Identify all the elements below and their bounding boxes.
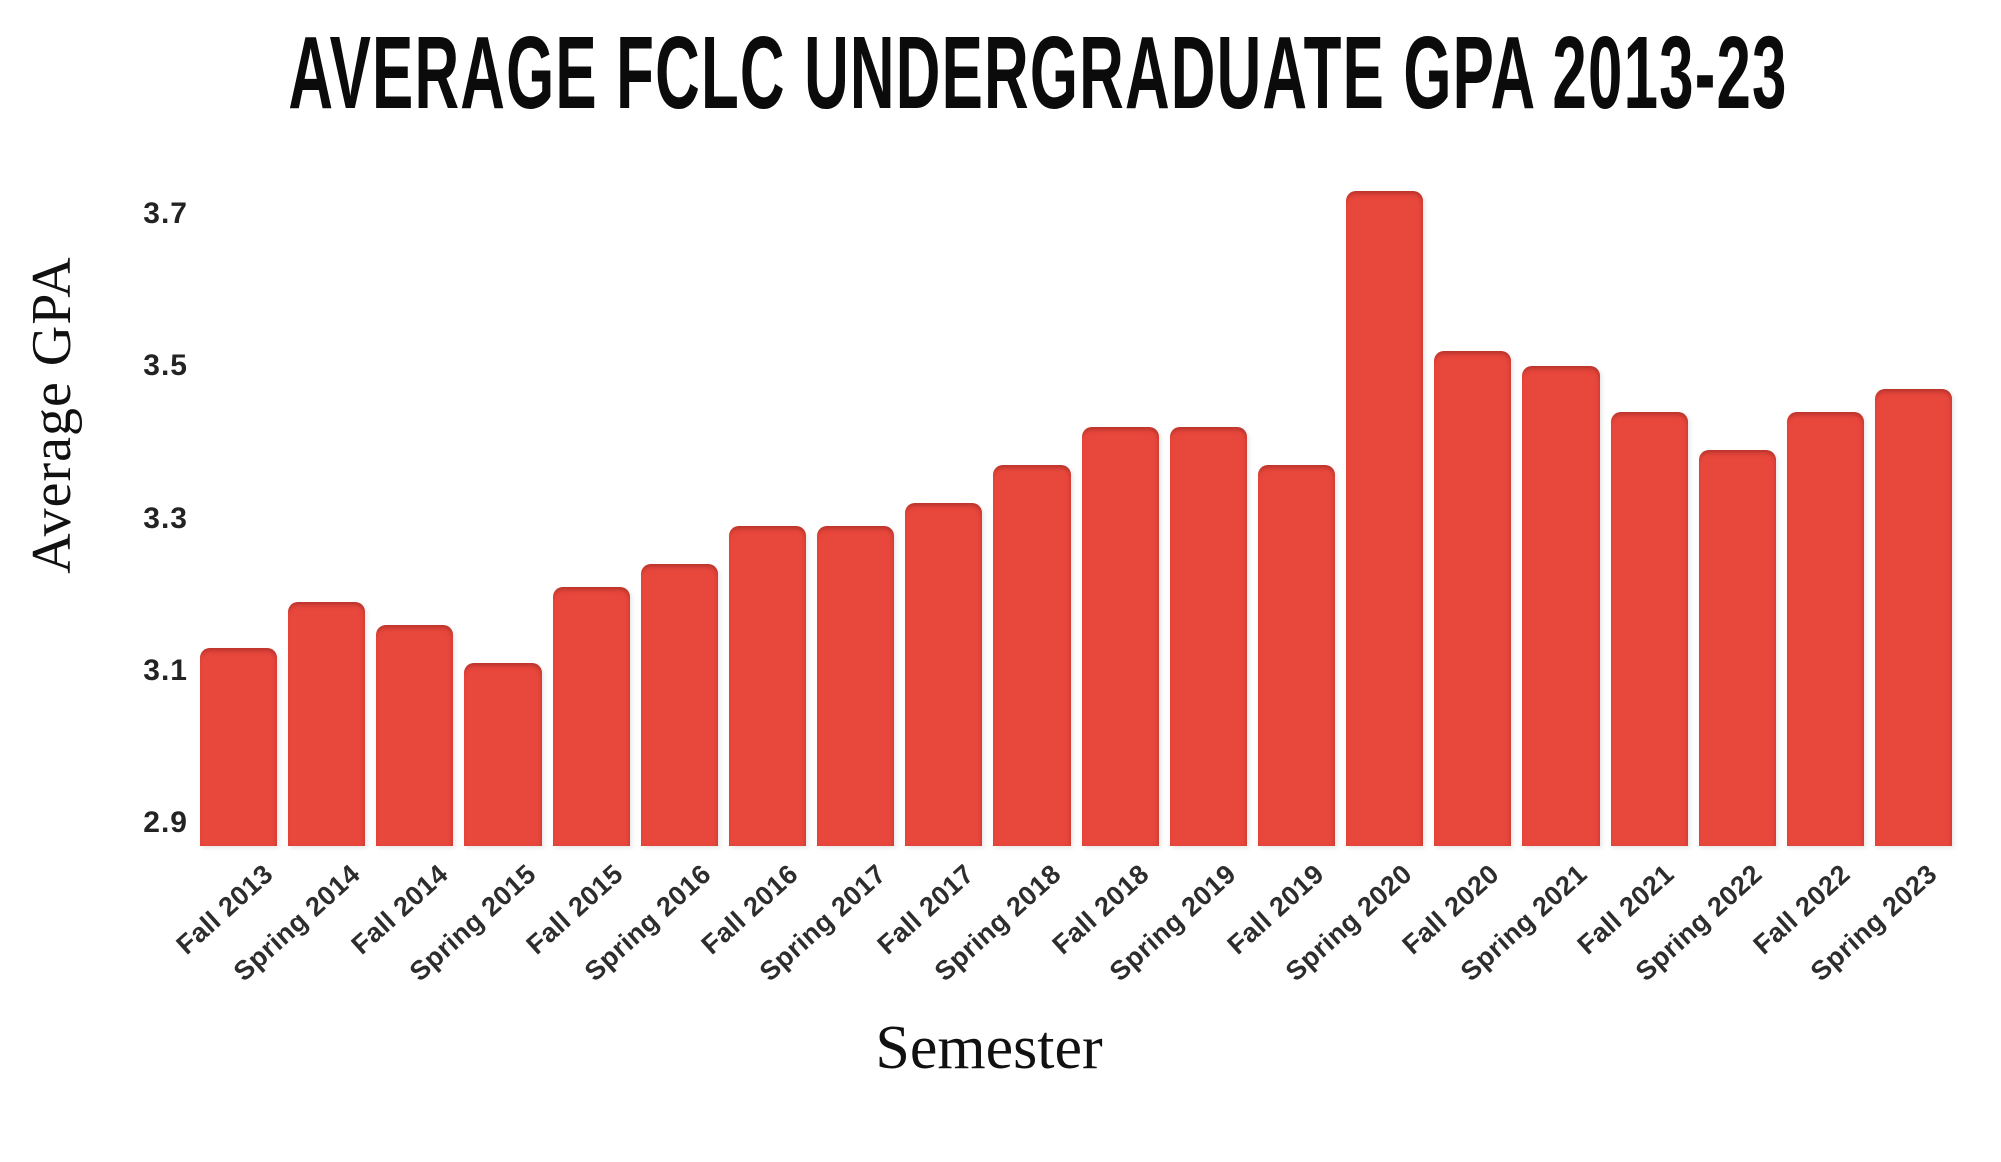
bar-spring-2016 <box>640 564 718 846</box>
bar-spring-2020 <box>1346 191 1424 846</box>
bar-fall-2017 <box>905 503 983 846</box>
bar-fall-2020 <box>1434 351 1512 846</box>
bar-spring-2023 <box>1874 389 1953 846</box>
x-axis-title: Semester <box>875 1014 1103 1082</box>
bar-spring-2017 <box>817 526 895 846</box>
bar-spring-2022 <box>1698 450 1776 846</box>
bar-spring-2018 <box>993 465 1071 846</box>
bar-spring-2019 <box>1169 427 1247 846</box>
bar-fall-2014 <box>376 625 454 846</box>
y-tick-label: 3.3 <box>143 501 188 535</box>
bar-fall-2013 <box>200 648 278 846</box>
chart-title: AVERAGE FCLC UNDERGRADUATE GPA 2013-23 <box>0 14 2001 132</box>
y-tick-label: 2.9 <box>143 806 188 840</box>
bar-spring-2021 <box>1522 366 1600 846</box>
bar-fall-2021 <box>1610 411 1688 846</box>
plot-area <box>200 153 1953 846</box>
bar-fall-2016 <box>728 526 807 846</box>
bar-fall-2018 <box>1081 427 1159 846</box>
bar-series <box>200 153 1953 846</box>
chart-title-text: AVERAGE FCLC UNDERGRADUATE GPA 2013-23 <box>288 15 1788 130</box>
bar-fall-2019 <box>1257 465 1336 846</box>
y-tick-label: 3.5 <box>143 349 188 383</box>
y-axis: 2.9 3.1 3.3 3.5 3.7 <box>0 153 188 846</box>
bar-fall-2022 <box>1786 411 1864 846</box>
y-tick-label: 3.7 <box>143 196 188 230</box>
bar-fall-2015 <box>552 587 630 846</box>
bar-spring-2014 <box>288 602 366 846</box>
y-tick-label: 3.1 <box>143 653 188 687</box>
bar-spring-2015 <box>464 663 542 846</box>
